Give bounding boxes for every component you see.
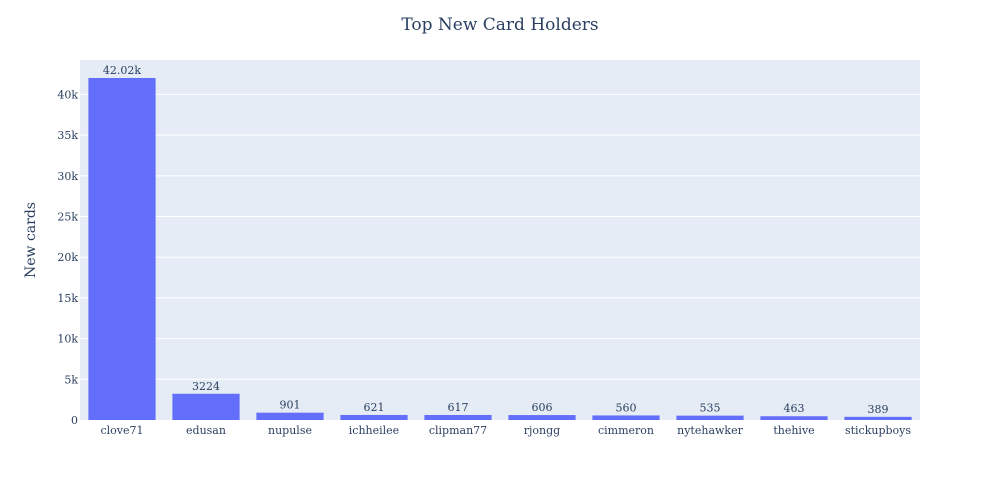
bar-clove71[interactable] (88, 77, 156, 420)
data-label: 3224 (192, 380, 220, 393)
bar-ichheilee[interactable] (340, 414, 408, 420)
y-tick-label: 35k (57, 129, 78, 142)
x-tick-label: clove71 (100, 424, 143, 437)
data-labels: 42.02k 3224 901 621 617 606 560 535 463 389 (103, 64, 889, 416)
bars (88, 77, 912, 420)
x-tick-label: rjongg (524, 424, 560, 437)
data-label: 389 (868, 403, 889, 416)
y-tick-label: 40k (57, 88, 78, 101)
data-label: 560 (616, 401, 637, 414)
x-tick-label: cimmeron (598, 424, 654, 437)
data-label: 42.02k (103, 64, 141, 77)
bar-stickupboys[interactable] (844, 416, 912, 420)
x-tick-label: nupulse (268, 424, 312, 437)
y-axis-label: New cards (23, 202, 39, 278)
y-tick-label: 20k (57, 251, 78, 264)
bar-nupulse[interactable] (256, 412, 324, 420)
bar-edusan[interactable] (172, 393, 240, 420)
data-label: 617 (448, 401, 469, 414)
bar-cimmeron[interactable] (592, 415, 660, 420)
data-label: 535 (700, 402, 721, 415)
data-label: 463 (784, 402, 805, 415)
x-tick-label: stickupboys (845, 424, 911, 437)
x-tick-label: ichheilee (349, 424, 399, 437)
chart-title: Top New Card Holders (401, 15, 598, 35)
data-label: 621 (364, 401, 385, 414)
y-tick-label: 5k (64, 373, 78, 386)
y-axis-ticks: 0 5k 10k 15k 20k 25k 30k 35k 40k (57, 88, 78, 427)
y-tick-label: 10k (57, 333, 78, 346)
x-tick-label: thehive (773, 424, 814, 437)
bar-nytehawker[interactable] (676, 415, 744, 420)
gridlines (80, 93, 920, 380)
bar-clipman77[interactable] (424, 414, 492, 420)
y-tick-label: 25k (57, 211, 78, 224)
y-tick-label: 15k (57, 292, 78, 305)
y-tick-label: 0 (71, 414, 78, 427)
data-label: 606 (532, 401, 553, 414)
x-tick-label: clipman77 (429, 424, 487, 437)
x-tick-label: edusan (186, 424, 226, 437)
bar-rjongg[interactable] (508, 415, 576, 420)
bar-thehive[interactable] (760, 416, 828, 420)
x-axis-ticks: clove71 edusan nupulse ichheilee clipman77 rj… (100, 424, 911, 437)
plot-area (80, 60, 920, 420)
y-tick-label: 30k (57, 170, 78, 183)
data-label: 901 (280, 399, 301, 412)
x-tick-label: nytehawker (677, 424, 743, 437)
